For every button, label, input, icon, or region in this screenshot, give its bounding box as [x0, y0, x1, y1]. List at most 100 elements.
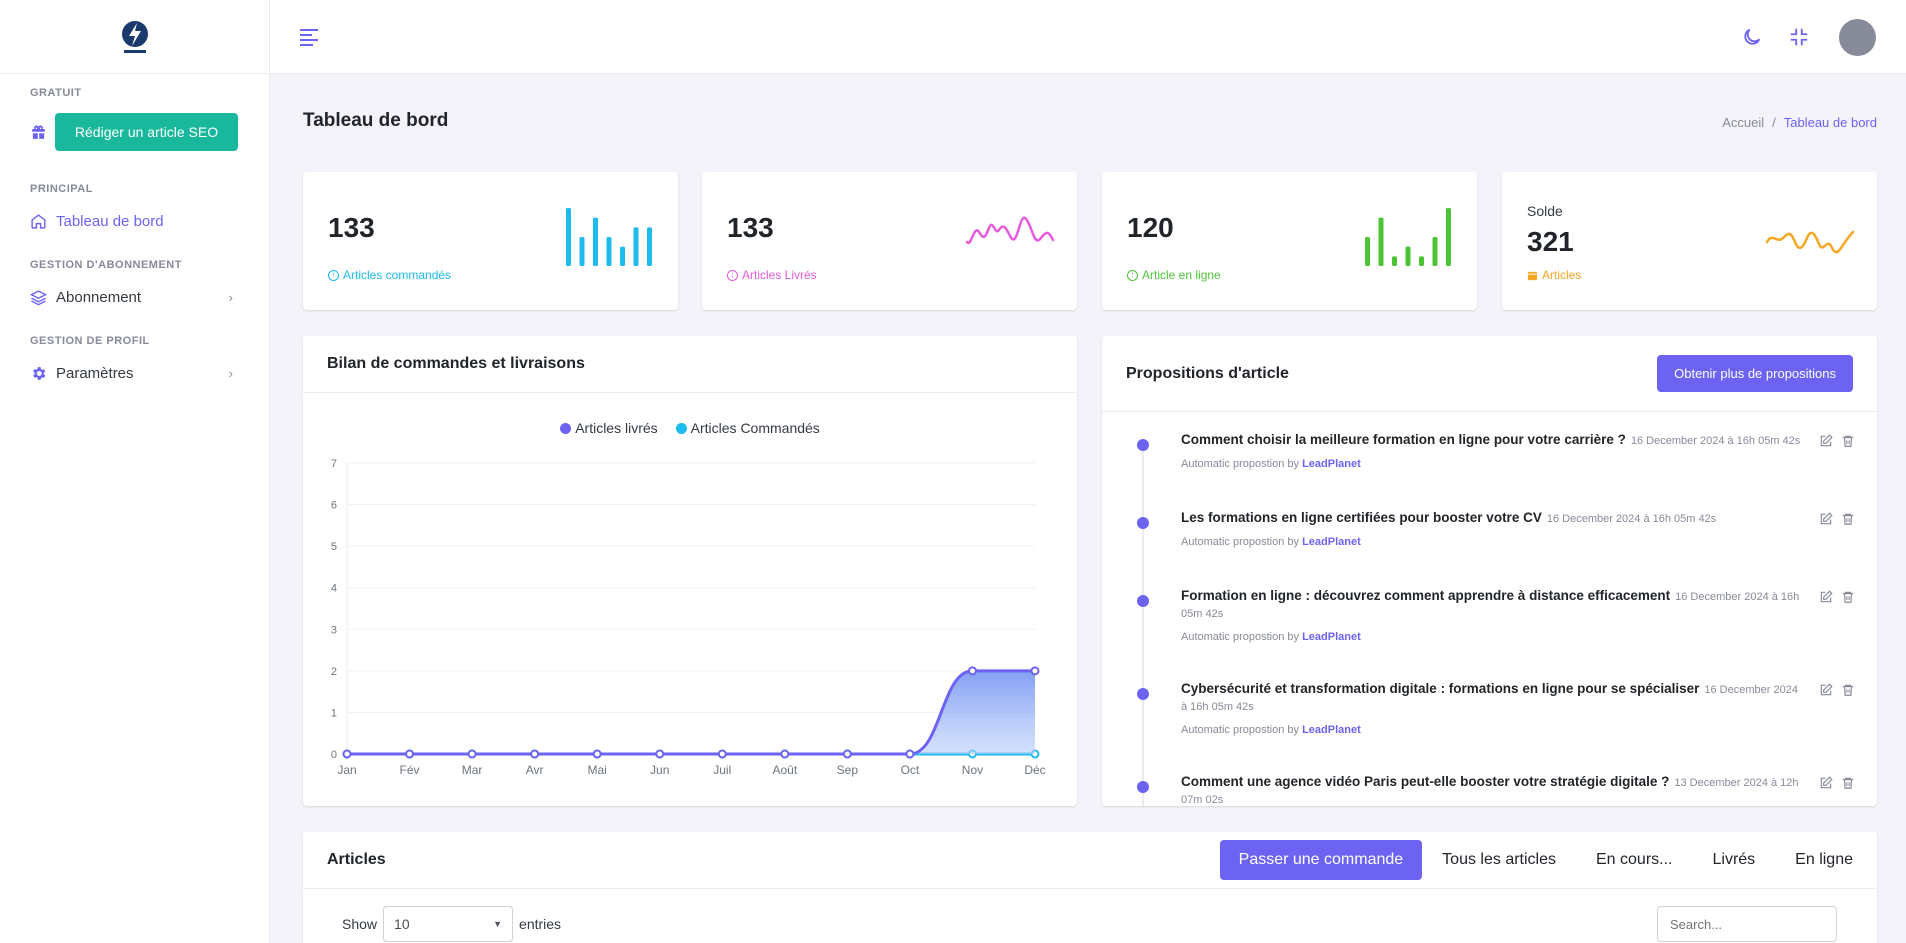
tab-all-articles[interactable]: Tous les articles	[1442, 851, 1556, 868]
get-more-proposals-button[interactable]: Obtenir plus de propositions	[1657, 355, 1853, 392]
timeline-dot	[1137, 517, 1149, 529]
data-point[interactable]	[342, 749, 352, 759]
spark-bar	[1446, 208, 1451, 266]
y-tick-label: 4	[331, 583, 337, 595]
delivered-sparkline	[965, 216, 1055, 245]
dark-mode-icon[interactable]	[1741, 26, 1763, 48]
spark-bar	[633, 227, 639, 266]
section-subscription: GESTION D'ABONNEMENT	[30, 259, 182, 271]
page-title: Tableau de bord	[303, 110, 449, 131]
data-point[interactable]	[1030, 666, 1040, 676]
proposal-time: 16 December 2024 à 16h 05m 42s	[1181, 591, 1800, 620]
entries-label: entries	[519, 916, 562, 932]
tab-delivered[interactable]: Livrés	[1712, 851, 1756, 868]
data-point[interactable]	[842, 749, 852, 759]
stat-value: 120	[1127, 212, 1174, 243]
x-tick-label: Juil	[713, 763, 731, 777]
article-proposals-card: Propositions d'article Obtenir plus de p…	[1102, 336, 1877, 806]
stat-label-text: Articles Livrés	[742, 268, 817, 282]
section-profile: GESTION DE PROFIL	[30, 335, 150, 347]
x-tick-label: Jan	[337, 763, 356, 777]
chart-card-title: Bilan de commandes et livraisons	[303, 336, 1077, 393]
proposal-author: Automatic propostion by LeadPlanet	[1181, 458, 1361, 470]
spark-bar	[1419, 256, 1424, 266]
proposal-title[interactable]: Formation en ligne : découvrez comment a…	[1181, 588, 1800, 620]
proposal-time: 16 December 2024 à 16h 05m 42s	[1630, 435, 1801, 447]
legend-item-ordered[interactable]: Articles Commandés	[675, 420, 820, 436]
logo[interactable]	[0, 0, 269, 74]
layers-icon	[30, 289, 47, 305]
proposal-title[interactable]: Les formations en ligne certifiées pour …	[1181, 510, 1717, 525]
y-tick-label: 1	[331, 707, 337, 719]
stat-label: ↑ Article en ligne	[1127, 268, 1221, 282]
proposal-time: 16 December 2024 à 16h 05m 42s	[1181, 684, 1798, 713]
data-point[interactable]	[530, 749, 540, 759]
x-tick-label: Déc	[1024, 763, 1045, 777]
y-tick-label: 2	[331, 666, 337, 678]
data-point[interactable]	[717, 749, 727, 759]
search-input[interactable]	[1657, 906, 1837, 942]
timeline-dot	[1137, 688, 1149, 700]
timeline-dot	[1137, 781, 1149, 793]
y-tick-label: 3	[331, 624, 337, 636]
edit-icon[interactable]	[1819, 590, 1833, 604]
topbar	[270, 0, 1906, 74]
sidebar-item-settings[interactable]: Paramètres ›	[0, 359, 269, 387]
chart-legend: Articles livrés Articles Commandés	[303, 420, 1077, 436]
x-tick-label: Sep	[837, 763, 859, 777]
entries-select[interactable]: 10 ▼	[383, 906, 514, 942]
x-tick-label: Jun	[650, 763, 669, 777]
trash-icon[interactable]	[1841, 683, 1855, 697]
sidebar-item-subscription[interactable]: Abonnement ›	[0, 283, 269, 311]
trash-icon[interactable]	[1841, 434, 1855, 448]
data-point[interactable]	[967, 666, 977, 676]
proposal-time: 13 December 2024 à 12h 07m 02s	[1181, 777, 1799, 806]
trash-icon[interactable]	[1841, 590, 1855, 604]
data-point[interactable]	[405, 749, 415, 759]
sidebar-item-dashboard[interactable]: Tableau de bord	[0, 207, 269, 235]
breadcrumb-home-link[interactable]: Accueil	[1722, 115, 1765, 130]
proposal-title[interactable]: Cybersécurité et transformation digitale…	[1181, 681, 1798, 713]
data-point[interactable]	[655, 749, 665, 759]
place-order-button[interactable]: Passer une commande	[1219, 840, 1423, 880]
tab-in-progress[interactable]: En cours...	[1596, 851, 1673, 868]
edit-icon[interactable]	[1819, 683, 1833, 697]
x-tick-label: Oct	[901, 763, 920, 777]
spark-bar	[579, 237, 585, 266]
data-point[interactable]	[905, 749, 915, 759]
trash-icon[interactable]	[1841, 776, 1855, 790]
proposal-author: Automatic propostion by LeadPlanet	[1181, 536, 1361, 548]
spark-bar	[1365, 237, 1370, 266]
proposal-title[interactable]: Comment une agence vidéo Paris peut-elle…	[1181, 774, 1799, 806]
sidebar-item-label: Abonnement	[56, 288, 142, 306]
x-tick-label: Fév	[400, 763, 420, 777]
spark-bar	[1392, 256, 1397, 266]
trash-icon[interactable]	[1841, 512, 1855, 526]
stat-label: Articles	[1527, 268, 1581, 282]
proposal-title[interactable]: Comment choisir la meilleure formation e…	[1181, 432, 1801, 447]
proposal-author: Automatic propostion by LeadPlanet	[1181, 631, 1361, 643]
write-seo-article-button[interactable]: Rédiger un article SEO	[55, 113, 238, 151]
entries-value: 10	[394, 916, 410, 932]
avatar[interactable]	[1839, 19, 1876, 56]
balance-sparkline	[1765, 230, 1855, 254]
data-point[interactable]	[467, 749, 477, 759]
sidebar-item-label: Tableau de bord	[56, 212, 164, 230]
data-point[interactable]	[592, 749, 602, 759]
y-tick-label: 7	[331, 458, 337, 470]
stat-value: 133	[727, 212, 774, 243]
menu-toggle-icon[interactable]	[300, 29, 318, 49]
fullscreen-exit-icon[interactable]	[1788, 26, 1810, 48]
edit-icon[interactable]	[1819, 434, 1833, 448]
stat-label: ↑ Articles commandés	[328, 268, 451, 282]
edit-icon[interactable]	[1819, 512, 1833, 526]
stat-card-ordered: 133 ↑ Articles commandés	[303, 172, 678, 310]
legend-item-delivered[interactable]: Articles livrés	[560, 420, 658, 436]
articles-title: Articles	[327, 851, 386, 868]
data-point[interactable]	[780, 749, 790, 759]
calendar-icon	[1527, 271, 1538, 280]
edit-icon[interactable]	[1819, 776, 1833, 790]
breadcrumb-separator: /	[1772, 115, 1776, 130]
tab-online[interactable]: En ligne	[1795, 851, 1853, 868]
stat-label: ↓ Articles Livrés	[727, 268, 817, 282]
